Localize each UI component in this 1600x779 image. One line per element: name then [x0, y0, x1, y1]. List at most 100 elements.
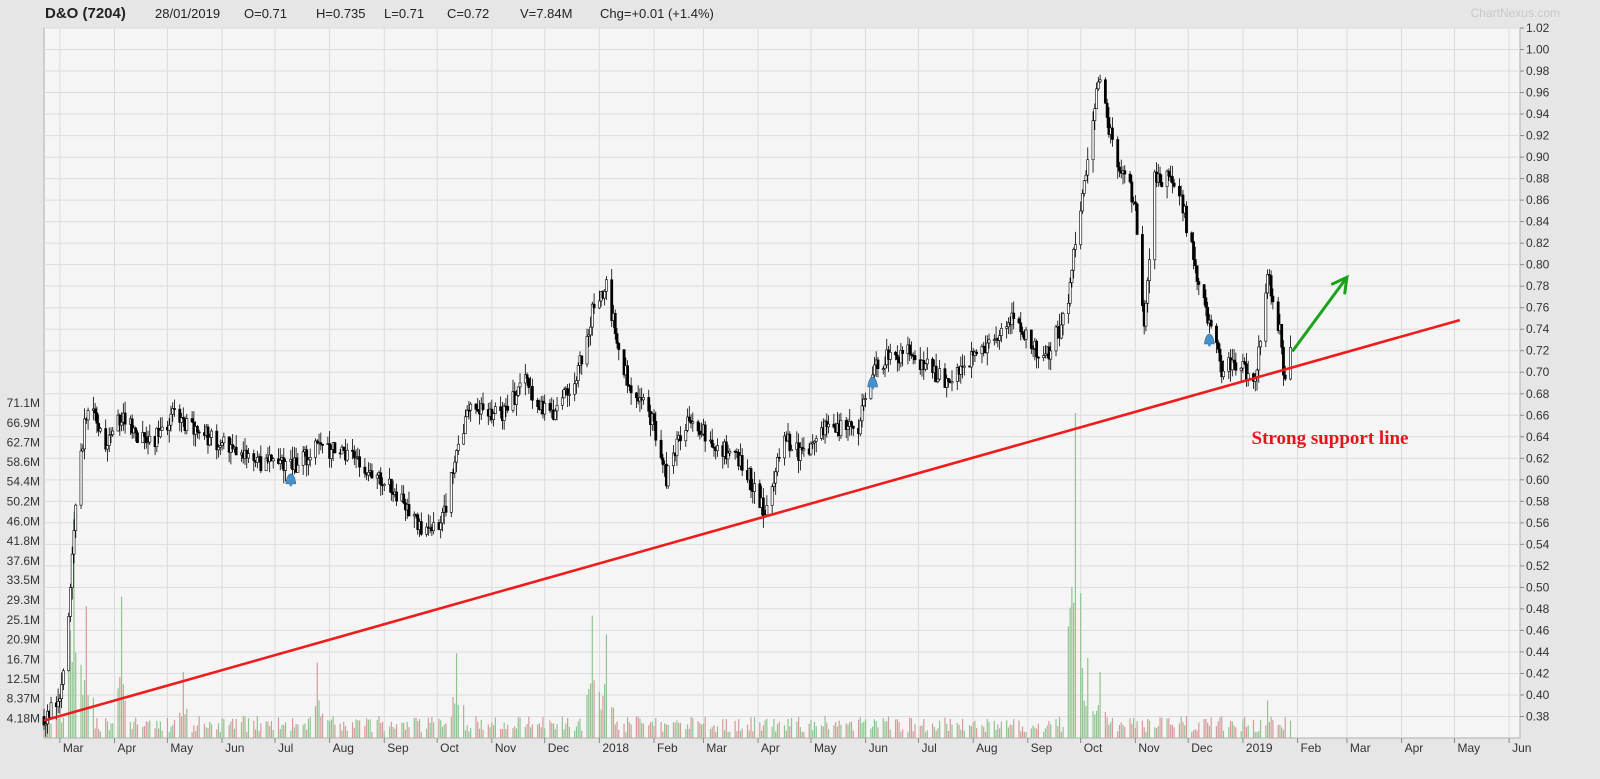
time-axis: Mar Apr May Jun Jul Aug Sep Oct Nov Dec 2018 Feb Mar… [59, 738, 1531, 755]
candle-body [943, 368, 947, 388]
candle-body [315, 440, 319, 444]
volume-tick-label: 25.1M [7, 613, 40, 627]
candle-body [1218, 348, 1222, 362]
candle-body [687, 416, 691, 422]
candle-body [938, 368, 942, 380]
candle-body [419, 521, 423, 535]
volume-tick-label: 46.0M [7, 514, 40, 528]
candle-body [659, 439, 663, 459]
candle-body [1066, 302, 1070, 314]
candle-body [104, 428, 108, 450]
candle-body [1283, 374, 1287, 380]
candle-body [962, 365, 966, 368]
candle-body [455, 450, 458, 463]
candle-body [728, 450, 732, 454]
time-tick-label: Apr [761, 741, 780, 755]
candle-body [220, 442, 224, 446]
candle-body [215, 430, 219, 451]
volume-tick-label: 54.4M [7, 475, 40, 489]
bell-icon[interactable] [1204, 333, 1215, 347]
candle-body [615, 333, 619, 344]
candle-body [342, 446, 346, 452]
candle-body [305, 449, 309, 466]
time-tick-label: May [814, 741, 837, 755]
candle-body [178, 408, 182, 423]
candle-body [195, 426, 199, 433]
candle-body [716, 445, 719, 452]
candle-body [691, 421, 695, 424]
candle-body [270, 454, 273, 462]
support-trendline [43, 318, 1461, 722]
candle-body [1206, 306, 1210, 324]
low-value: L=0.71 [384, 6, 425, 21]
candle-body [70, 553, 74, 588]
candle-body [661, 457, 665, 465]
candle-body [1059, 324, 1063, 339]
candle-body [790, 449, 793, 452]
candle-body [758, 483, 762, 508]
candle-body [1091, 120, 1095, 161]
candle-body [1165, 170, 1169, 187]
candle-body [474, 403, 478, 410]
candle-body [562, 389, 566, 399]
price-tick-label: 0.46 [1526, 623, 1550, 637]
volume-tick-label: 71.1M [7, 396, 40, 410]
candle-body [597, 300, 601, 309]
candle-body [231, 444, 235, 450]
up-arrow-icon [1330, 274, 1349, 295]
price-tick-label: 0.84 [1526, 215, 1550, 229]
candle-body [173, 408, 176, 410]
candle-body [740, 455, 744, 471]
time-tick-label: Apr [1405, 741, 1424, 755]
candle-body [1181, 194, 1185, 214]
candle-body [1070, 269, 1074, 283]
candle-body [321, 444, 324, 446]
candle-body [74, 504, 78, 531]
candle-body [1239, 367, 1243, 371]
candle-body [1081, 193, 1084, 212]
candle-body [888, 351, 892, 360]
candle-body [1036, 356, 1040, 359]
time-tick-label: Feb [1301, 741, 1322, 755]
candle-body [776, 456, 779, 473]
candle-body [148, 435, 152, 443]
bell-icon[interactable] [285, 473, 297, 487]
candle-body [167, 424, 171, 431]
candle-body [998, 335, 1001, 341]
candle-body [530, 386, 534, 401]
candle-body [629, 385, 633, 394]
candle-body [672, 452, 675, 467]
candle-body [1202, 284, 1206, 299]
candle-body [389, 478, 393, 493]
bell-icon[interactable] [867, 376, 878, 390]
candle-body [1074, 244, 1077, 250]
candle-body [1116, 139, 1120, 168]
candle-body [999, 328, 1003, 336]
candle-body [402, 493, 406, 504]
candle-body [1035, 340, 1039, 358]
price-tick-label: 0.64 [1526, 430, 1550, 444]
candle-body [703, 424, 707, 442]
candle-body [873, 364, 876, 376]
plot-area[interactable] [43, 27, 1521, 739]
candle-body [169, 413, 173, 426]
candle-body [252, 453, 256, 461]
candle-body [1019, 322, 1023, 333]
time-tick-label: Jun [225, 741, 244, 755]
price-tick-label: 0.72 [1526, 344, 1550, 358]
candle-body [97, 423, 101, 432]
candle-body [1266, 274, 1269, 294]
candle-body [536, 399, 540, 407]
price-tick-label: 0.50 [1526, 580, 1550, 594]
price-tick-label: 0.48 [1526, 602, 1550, 616]
candle-body [375, 474, 379, 479]
time-tick-label: May [1457, 741, 1480, 755]
candle-body [1209, 319, 1213, 327]
support-line-label: Strong support line [1252, 428, 1409, 449]
candle-body [1086, 159, 1090, 176]
candle-body [851, 425, 855, 429]
candle-body [109, 434, 113, 436]
candle-body [107, 434, 111, 446]
price-tick-label: 0.82 [1526, 236, 1550, 250]
